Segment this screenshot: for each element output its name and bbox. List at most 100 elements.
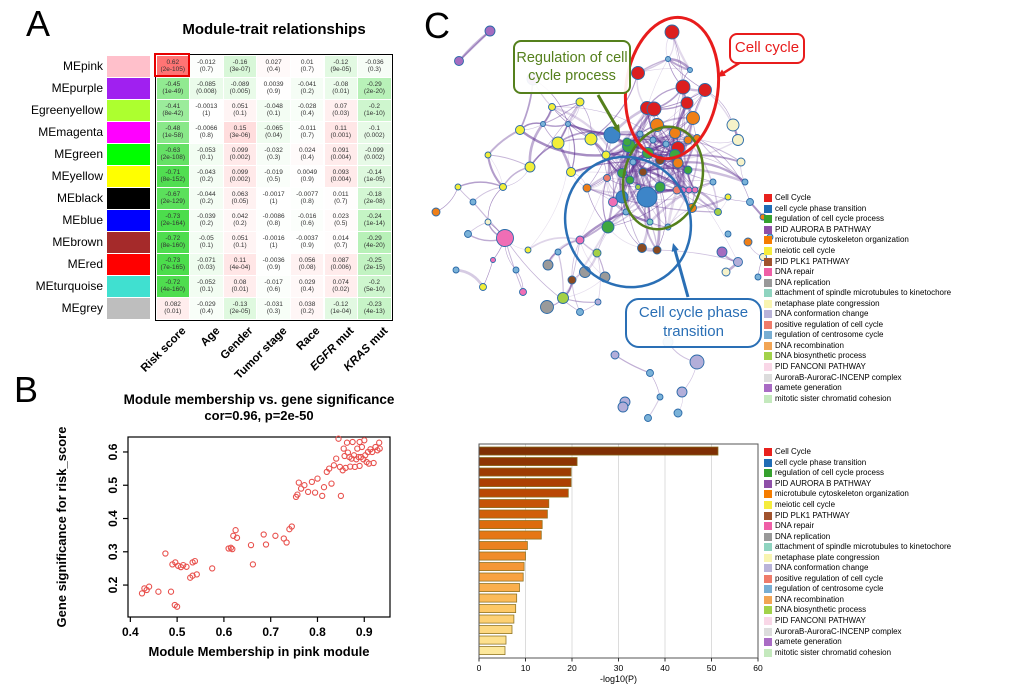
legend-label: gamete generation: [775, 637, 842, 647]
bar-chart-legend: Cell Cycle cell cycle phase transition reg…: [764, 447, 951, 658]
scatter-point: [356, 462, 363, 470]
legend-label: meiotic cell cycle: [775, 246, 836, 255]
scatter-point: [370, 459, 377, 467]
network-node: [733, 257, 743, 267]
scatter-point: [314, 475, 321, 482]
pathway-legend-item: cell cycle phase transition: [764, 458, 951, 469]
pathway-legend-item: PID FANCONI PATHWAY: [764, 362, 951, 373]
network-node: [676, 386, 688, 398]
bar-x-tick-label: 20: [567, 663, 577, 673]
network-node: [675, 79, 691, 95]
legend-label: meiotic cell cycle: [775, 500, 836, 509]
pathway-legend-item: Cell Cycle: [764, 447, 951, 458]
red-annotation-arrow-head: [717, 69, 726, 77]
scatter-point: [180, 561, 187, 569]
bar-x-tick-label: 10: [521, 663, 531, 673]
legend-label: attachment of spindle microtubules to ki…: [775, 542, 952, 552]
pathway-legend-item: microtubule cytoskeleton organization: [764, 489, 951, 500]
network-node: [646, 218, 654, 226]
network-node: [724, 193, 732, 201]
network-node: [540, 300, 554, 314]
scatter-plot: Module membership vs. gene significancec…: [54, 392, 395, 659]
y-tick-label: 0.4: [106, 510, 120, 527]
heatmap-cell: -0.017 (0.6): [257, 275, 290, 297]
network-node: [636, 130, 644, 138]
legend-label: positive regulation of cell cycle: [775, 573, 884, 583]
enrichment-bar: [478, 499, 550, 508]
legend-swatch: [764, 543, 772, 552]
legend-swatch: [764, 574, 772, 583]
heatmap-cell: 0.027 (0.4): [257, 55, 290, 77]
heatmap-cell: 0.091 (0.004): [324, 143, 358, 165]
legend-label: positive regulation of cell cycle: [775, 319, 884, 329]
heatmap-row-label: MEturquoise: [35, 279, 103, 293]
scatter-point: [376, 445, 383, 452]
heatmap-cell: -0.05 (0.1): [190, 231, 223, 253]
legend-label: PID FANCONI PATHWAY: [775, 362, 866, 372]
pathway-legend-item: meiotic cell cycle: [764, 500, 951, 511]
heatmap-cell: -0.45 (1e-49): [156, 77, 190, 99]
heatmap-cell: 0.014 (0.7): [324, 231, 358, 253]
x-tick-label: 0.8: [309, 625, 326, 639]
network-node: [603, 126, 621, 144]
scatter-point: [183, 563, 190, 570]
x-tick-label: 0.6: [216, 625, 233, 639]
pathway-legend-item: PID PLK1 PATHWAY: [764, 256, 951, 267]
network-node: [636, 186, 658, 208]
network-node: [654, 181, 666, 193]
network-node: [490, 257, 496, 263]
scatter-point: [319, 492, 326, 500]
pathway-legend-item: PID FANCONI PATHWAY: [764, 616, 951, 627]
network-node: [608, 197, 618, 207]
legend-label: gamete generation: [775, 383, 842, 393]
scatter-ylabel: Gene significance for risk_score: [54, 427, 69, 628]
heatmap-cell: 0.029 (0.4): [290, 275, 324, 297]
pathway-legend-item: attachment of spindle microtubules to ki…: [764, 542, 951, 553]
module-color-swatch: [107, 209, 150, 231]
annotation-cell-cycle: Cell cycle: [729, 33, 805, 64]
network-node: [515, 125, 525, 135]
heatmap-cell: 0.038 (0.2): [290, 297, 324, 319]
network-node: [496, 229, 514, 247]
scatter-point: [330, 462, 338, 469]
heatmap-cell: -0.0016 (1): [257, 231, 290, 253]
heatmap-row-label: MEbrown: [52, 235, 103, 249]
heatmap-cell: 0.07 (0.03): [324, 99, 358, 121]
heatmap-row-label: MEpink: [62, 59, 103, 73]
pathway-legend-item: DNA conformation change: [764, 309, 951, 320]
network-node: [698, 83, 712, 97]
heatmap-cell: -0.67 (2e-129): [156, 187, 190, 209]
heatmap-cell: 0.099 (0.002): [223, 143, 257, 165]
network-node: [464, 230, 472, 238]
pathway-legend-item: gamete generation: [764, 383, 951, 394]
network-node: [484, 151, 492, 159]
legend-swatch: [764, 394, 772, 403]
blue-cluster-ellipse: [563, 155, 693, 289]
legend-label: metaphase plate congression: [775, 552, 880, 562]
scatter-point: [361, 437, 368, 444]
scatter-point: [343, 439, 351, 446]
x-tick-label: 0.7: [262, 625, 279, 639]
scatter-point: [333, 455, 340, 462]
scatter-point: [376, 439, 383, 446]
legend-swatch: [764, 373, 772, 382]
network-node: [512, 266, 520, 274]
module-color-swatch: [107, 165, 150, 187]
network-nodes: [431, 24, 774, 422]
legend-label: microtubule cytoskeleton organization: [775, 489, 909, 499]
enrichment-bar: [478, 446, 719, 456]
scatter-subtitle: cor=0.96, p=2e-50: [204, 408, 313, 423]
legend-swatch: [764, 448, 772, 457]
pathway-legend-item: regulation of cell cycle process: [764, 214, 951, 225]
scatter-point: [272, 532, 279, 539]
panel-c-label: C: [424, 5, 450, 46]
legend-label: DNA replication: [775, 531, 831, 541]
legend-swatch: [764, 225, 772, 234]
legend-label: mitotic sister chromatid cohesion: [775, 647, 892, 657]
enrichment-bar: [478, 604, 517, 613]
scatter-point: [227, 544, 235, 551]
network-node: [716, 246, 728, 258]
pathway-legend-item: PID PLK1 PATHWAY: [764, 510, 951, 521]
module-color-swatch: [107, 231, 150, 253]
